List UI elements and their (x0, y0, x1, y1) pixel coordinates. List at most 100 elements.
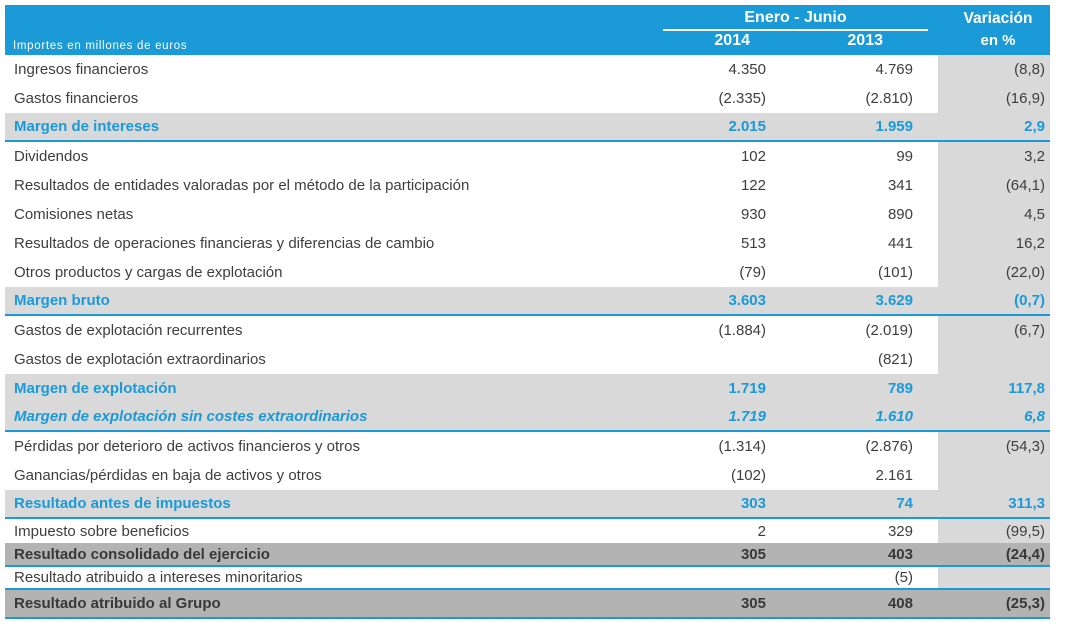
value-2014: 1.719 (728, 380, 766, 397)
col-2013-header: 2013 (847, 32, 883, 49)
value-2013: (821) (877, 351, 913, 368)
row-label: Pérdidas por deterioro de activos financ… (14, 438, 361, 455)
row-label: Resultado consolidado del ejercicio (14, 545, 270, 563)
value-2014: (1.884) (718, 322, 766, 339)
table-row: Gastos financieros (2.335) (2.810) (16,9) (5, 84, 1050, 113)
value-2013: 3.629 (875, 292, 913, 309)
row-label: Margen de intereses (14, 118, 160, 135)
value-variation: (6,7) (938, 316, 1050, 345)
value-2014: (2.335) (718, 90, 766, 107)
value-variation: 4,5 (938, 200, 1050, 229)
value-2014: 4.350 (728, 61, 766, 78)
value-2013: (2.876) (865, 438, 913, 455)
value-2014: 2 (757, 522, 766, 540)
row-label: Gastos de explotación recurrentes (14, 322, 243, 339)
col-2014-header: 2014 (714, 32, 750, 49)
variation-unit-header: en % (980, 32, 1016, 49)
value-2014: 2.015 (728, 118, 766, 135)
table-row: Margen de explotación sin costes extraor… (5, 403, 1050, 432)
units-label: Importes en millones de euros (13, 40, 188, 52)
value-variation: (64,1) (938, 171, 1050, 200)
value-2014: 1.719 (728, 408, 766, 425)
row-label: Gastos financieros (14, 90, 139, 107)
value-2014: (1.314) (718, 438, 766, 455)
value-variation: (8,8) (938, 55, 1050, 84)
table-row: Resultado atribuido al Grupo 305 408 (25,3) (5, 590, 1050, 619)
value-2013: 4.769 (875, 61, 913, 78)
table-row: Margen de explotación 1.719 789 117,8 (5, 374, 1050, 403)
row-label: Resultado antes de impuestos (14, 495, 231, 512)
table-row: Resultados de entidades valoradas por el… (5, 171, 1050, 200)
table-row: Resultado consolidado del ejercicio 305 40… (5, 543, 1050, 567)
row-label: Resultados de entidades valoradas por el… (14, 177, 470, 194)
value-2013: (101) (877, 264, 913, 281)
period-header: Enero - Junio (663, 9, 928, 31)
value-2013: (5) (894, 569, 913, 586)
row-label: Margen bruto (14, 292, 110, 309)
value-2014: 3.603 (728, 292, 766, 309)
value-2014: 303 (740, 495, 766, 512)
row-label: Margen de explotación (14, 380, 177, 397)
row-label: Comisiones netas (14, 206, 134, 223)
value-2013: 1.610 (875, 408, 913, 425)
table-row: Gastos de explotación extraordinarios (82… (5, 345, 1050, 374)
table-row: Pérdidas por deterioro de activos financ… (5, 432, 1050, 461)
value-variation: 16,2 (938, 229, 1050, 258)
value-2014: 102 (740, 148, 766, 165)
value-2014: (102) (730, 467, 766, 484)
table-body: Ingresos financieros 4.350 4.769 (8,8) Gasto… (5, 55, 1050, 619)
value-2013: 74 (896, 495, 913, 512)
value-2013: 403 (887, 545, 913, 563)
table-row: Otros productos y cargas de explotación (… (5, 258, 1050, 287)
value-variation: 117,8 (938, 374, 1050, 403)
value-2013: 2.161 (875, 467, 913, 484)
value-2013: 789 (887, 380, 913, 397)
value-2014: 122 (740, 177, 766, 194)
table-row: Gastos de explotación recurrentes (1.884)… (5, 316, 1050, 345)
value-2013: 1.959 (875, 118, 913, 135)
table-row: Ganancias/pérdidas en baja de activos y … (5, 461, 1050, 490)
table-row: Resultado atribuido a intereses minorita… (5, 567, 1050, 590)
value-variation: 6,8 (938, 403, 1050, 430)
value-variation (938, 461, 1050, 490)
variation-header: Variación (963, 10, 1033, 27)
table-row: Resultado antes de impuestos 303 74 311,3 (5, 490, 1050, 519)
value-2014: 305 (740, 595, 766, 612)
row-label: Resultado atribuido a intereses minorita… (14, 569, 303, 586)
value-2013: 408 (887, 595, 913, 612)
value-variation: 3,2 (938, 142, 1050, 171)
value-2014: 305 (740, 545, 766, 563)
table-header: Importes en millones de euros Enero - Ju… (5, 5, 1050, 55)
row-label: Impuesto sobre beneficios (14, 522, 190, 540)
value-variation: (25,3) (1005, 595, 1045, 612)
value-2013: 441 (887, 235, 913, 252)
value-2014: (79) (739, 264, 766, 281)
value-variation: (54,3) (938, 432, 1050, 461)
row-label: Otros productos y cargas de explotación (14, 264, 283, 281)
row-label: Resultado atribuido al Grupo (14, 595, 221, 612)
value-variation: (24,4) (1005, 545, 1045, 563)
row-label: Gastos de explotación extraordinarios (14, 351, 266, 368)
row-label: Margen de explotación sin costes extraor… (14, 408, 368, 425)
value-variation: (0,7) (938, 287, 1050, 314)
row-label: Resultados de operaciones financieras y … (14, 235, 435, 252)
value-variation (938, 345, 1050, 374)
value-2013: 890 (887, 206, 913, 223)
income-statement-table: Importes en millones de euros Enero - Ju… (5, 5, 1050, 619)
table-row: Comisiones netas 930 890 4,5 (5, 200, 1050, 229)
value-variation: (99,5) (938, 519, 1050, 543)
value-2013: (2.019) (865, 322, 913, 339)
table-row: Dividendos 102 99 3,2 (5, 142, 1050, 171)
table-row: Ingresos financieros 4.350 4.769 (8,8) (5, 55, 1050, 84)
table-row: Impuesto sobre beneficios 2 329 (99,5) (5, 519, 1050, 543)
value-2013: 99 (896, 148, 913, 165)
value-2014: 513 (740, 235, 766, 252)
table-row: Margen de intereses 2.015 1.959 2,9 (5, 113, 1050, 142)
table-row: Resultados de operaciones financieras y … (5, 229, 1050, 258)
value-variation: 2,9 (938, 113, 1050, 140)
value-variation: (16,9) (938, 84, 1050, 113)
table-row: Margen bruto 3.603 3.629 (0,7) (5, 287, 1050, 316)
value-variation (938, 567, 1050, 588)
value-2013: 329 (887, 522, 913, 540)
row-label: Dividendos (14, 148, 89, 165)
